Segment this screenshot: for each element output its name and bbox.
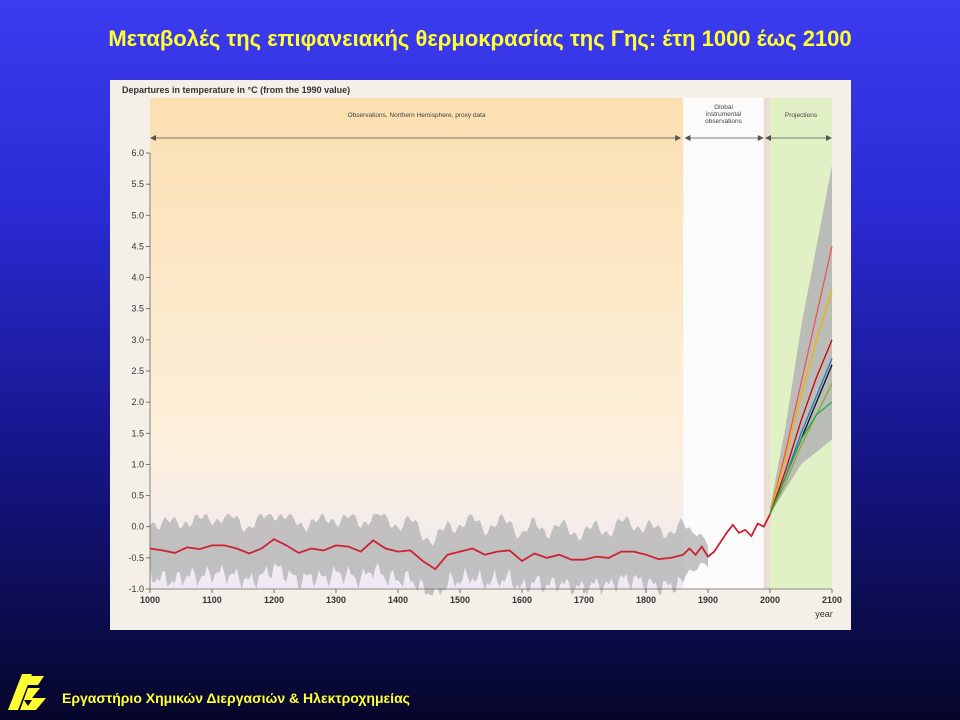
x-tick-label: 1300 — [326, 595, 346, 605]
projection-series-7 — [769, 401, 833, 515]
projection-series-2 — [769, 289, 833, 515]
x-tick-label: 1700 — [574, 595, 594, 605]
y-tick-label: 0.5 — [131, 491, 144, 501]
uncertainty-band — [150, 514, 708, 596]
footer-text: Εργαστήριο Χημικών Διεργασιών & Ηλεκτροχ… — [62, 690, 410, 706]
y-tick-label: 5.0 — [131, 210, 144, 220]
x-axis-label: year — [815, 609, 833, 619]
x-tick-label: 1600 — [512, 595, 532, 605]
y-tick-label: 4.0 — [131, 273, 144, 283]
y-tick-label: -1.0 — [128, 584, 144, 594]
region-separator — [763, 98, 770, 589]
region-0 — [150, 98, 684, 589]
projection-series-1 — [769, 246, 833, 515]
x-tick-label: 1100 — [202, 595, 222, 605]
projections-bracket-head-right — [826, 135, 832, 141]
x-tick-label: 1800 — [636, 595, 656, 605]
region-1 — [683, 98, 770, 589]
x-tick-label: 2000 — [760, 595, 780, 605]
projection-band — [770, 165, 832, 515]
x-tick-label: 2100 — [822, 595, 842, 605]
proxy-bracket-head-left — [150, 135, 156, 141]
region-label-instrumental: Global — [714, 104, 733, 111]
region-label-projections: Projections — [785, 112, 818, 119]
proxy-bracket-head-right — [675, 135, 682, 141]
region-label-instrumental: observations — [705, 118, 743, 125]
projection-series-3 — [769, 339, 833, 515]
temperature-chart: Departures in temperature in °C (from th… — [110, 80, 851, 630]
region-label-proxy: Observations, Northern Hemisphere, proxy… — [348, 112, 486, 119]
y-tick-label: 4.5 — [131, 241, 144, 251]
projections-bracket-head-left — [765, 135, 772, 141]
x-tick-label: 1500 — [450, 595, 470, 605]
chart-title: Departures in temperature in °C (from th… — [122, 85, 350, 95]
lab-logo-icon — [8, 674, 46, 710]
chart-svg: Departures in temperature in °C (from th… — [122, 85, 842, 619]
instrumental-bracket-head-right — [757, 135, 764, 141]
x-tick-label: 1200 — [264, 595, 284, 605]
y-tick-label: -0.5 — [128, 553, 144, 563]
y-tick-label: 0.0 — [131, 522, 144, 532]
y-tick-label: 1.5 — [131, 428, 144, 438]
y-tick-label: 3.5 — [131, 304, 144, 314]
y-tick-label: 3.0 — [131, 335, 144, 345]
slide-title: Μεταβολές της επιφανειακής θερμοκρασίας … — [108, 26, 852, 51]
y-tick-label: 2.0 — [131, 397, 144, 407]
x-tick-label: 1900 — [698, 595, 718, 605]
projection-series-6 — [769, 383, 833, 515]
region-label-instrumental: instrumental — [706, 111, 742, 118]
y-tick-label: 6.0 — [131, 148, 144, 158]
y-tick-label: 5.5 — [131, 179, 144, 189]
observations-line — [149, 513, 771, 571]
x-tick-label: 1400 — [388, 595, 408, 605]
y-tick-label: 2.5 — [131, 366, 144, 376]
y-tick-label: 1.0 — [131, 459, 144, 469]
x-tick-label: 1000 — [140, 595, 160, 605]
instrumental-bracket-head-left — [684, 135, 691, 141]
